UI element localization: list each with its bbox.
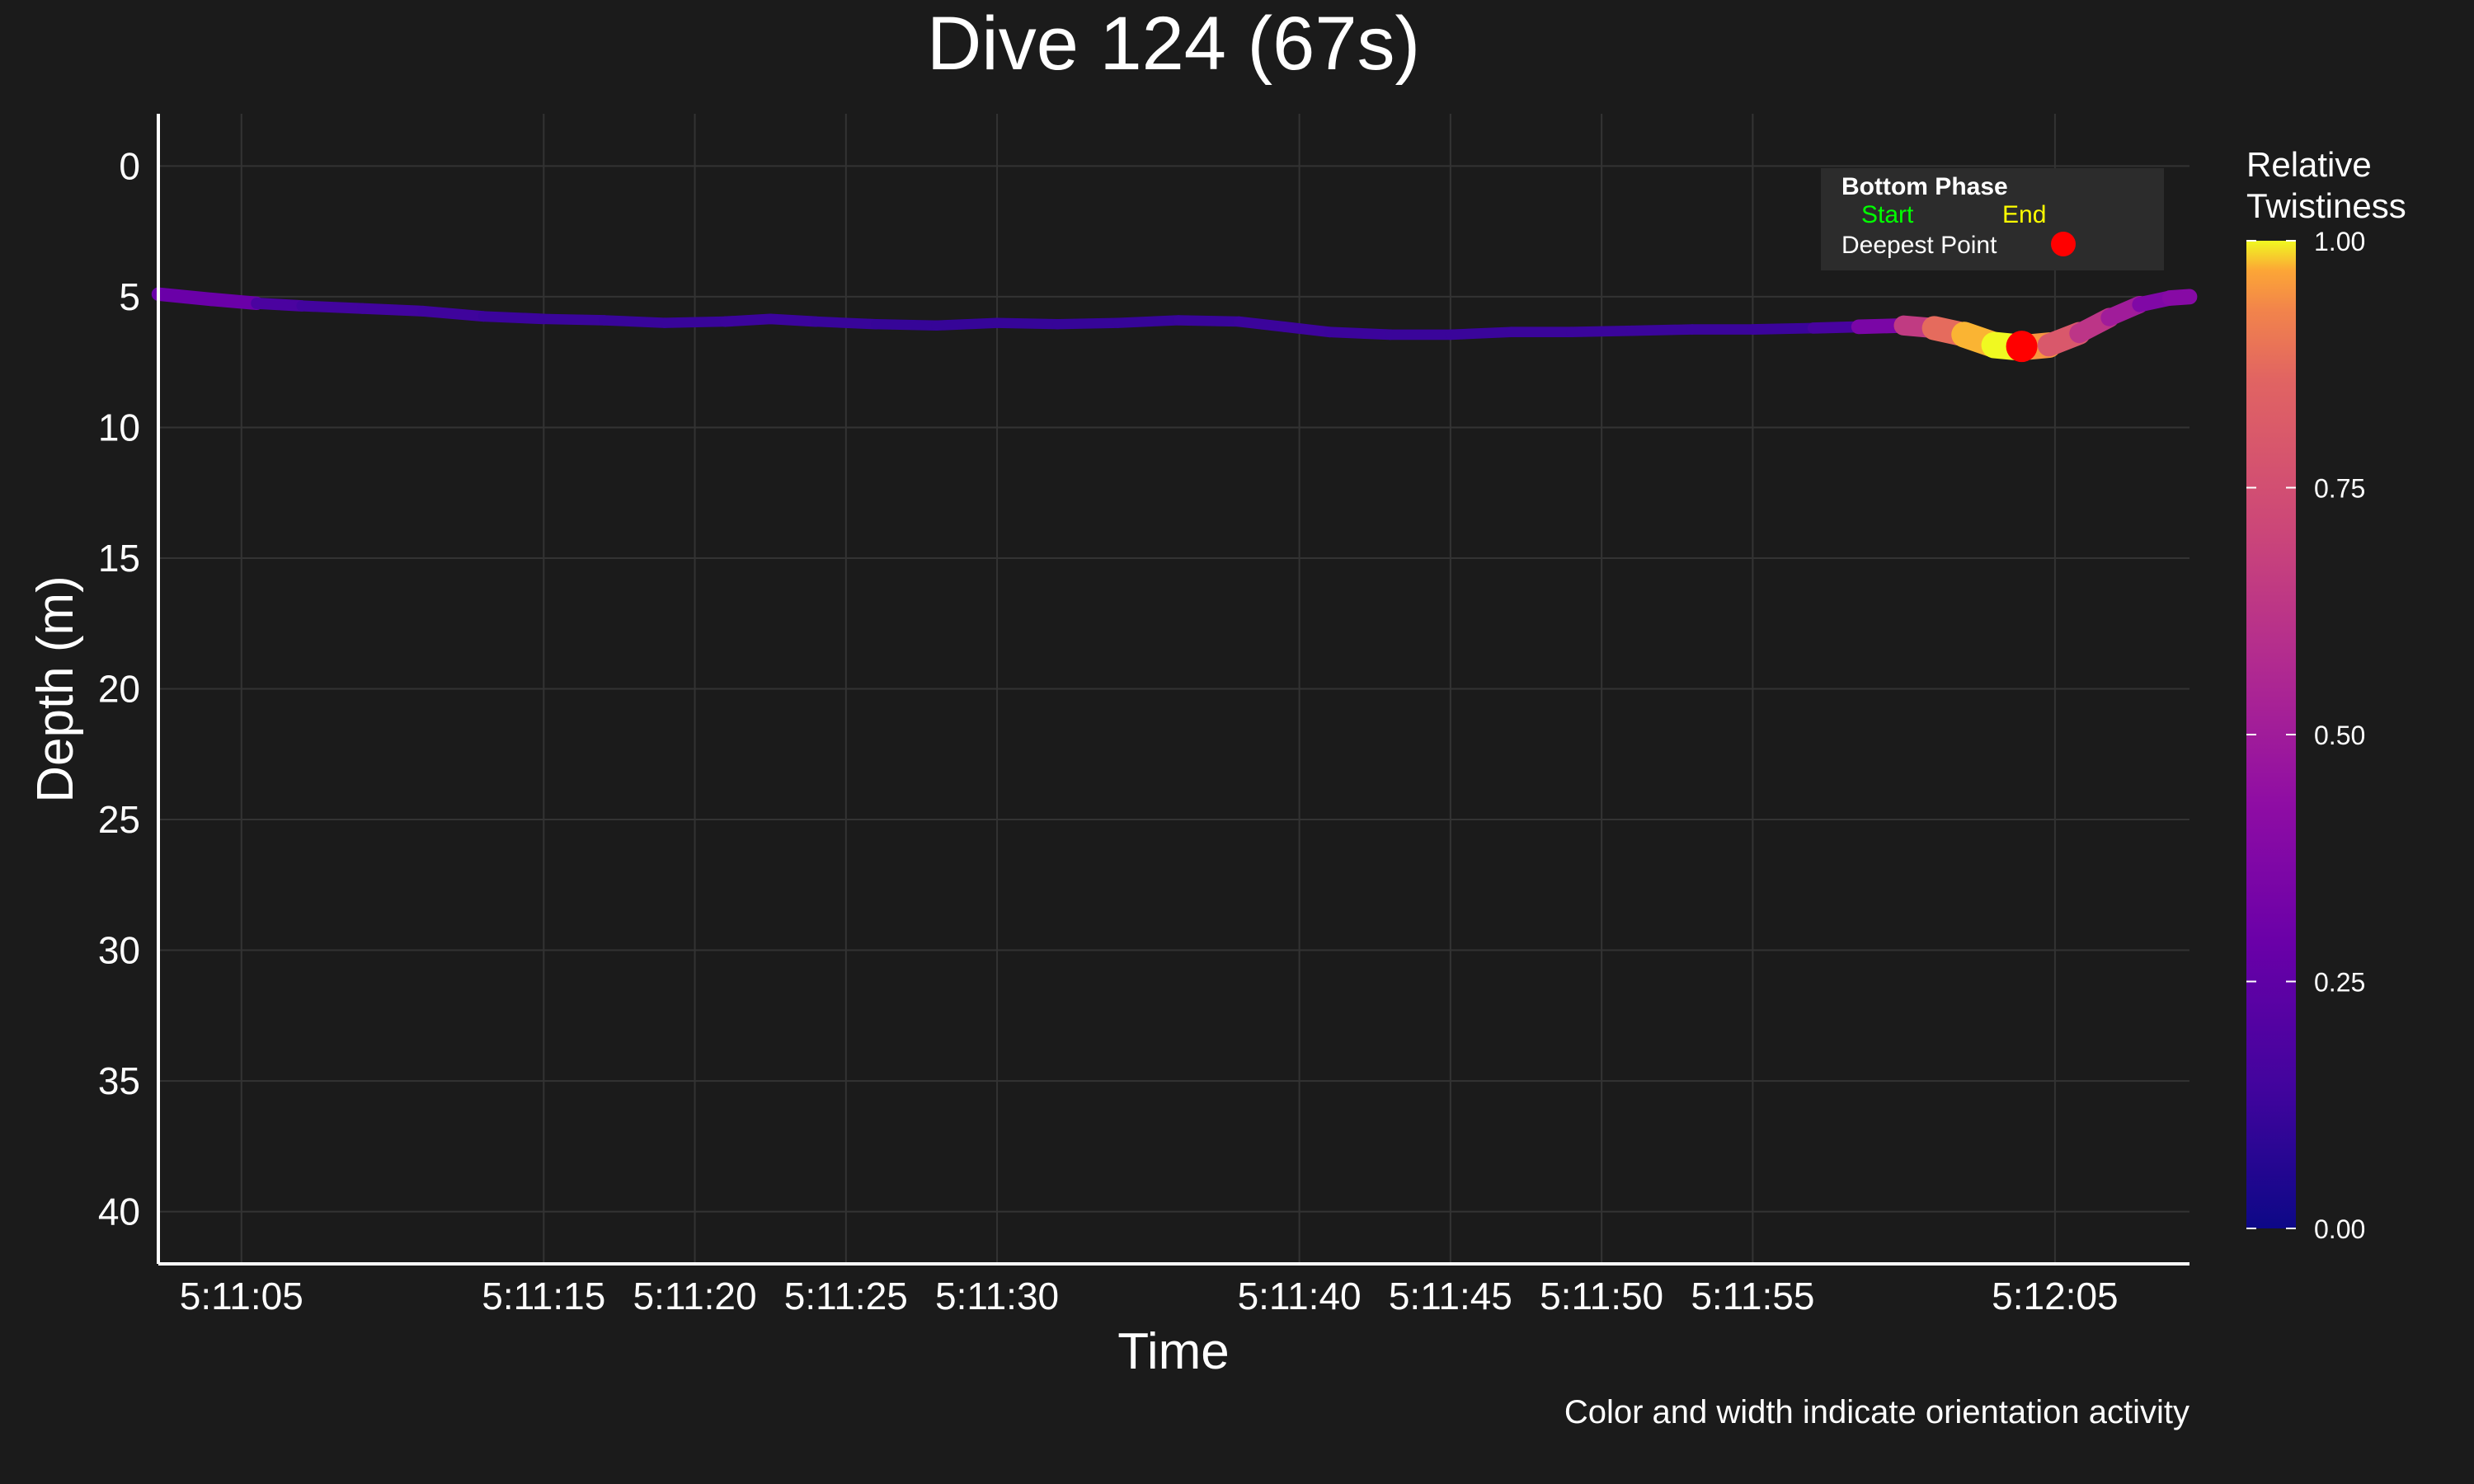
legend-start-label: Start [1861,201,1914,228]
colorbar-tick-label: 0.50 [2314,721,2365,750]
colorbar-tick-label: 0.00 [2314,1214,2365,1244]
series-segment [1278,321,1335,338]
x-tick-label: 5:12:05 [1992,1275,2118,1317]
series-segment [599,315,670,328]
x-tick-label: 5:11:20 [633,1275,757,1317]
legend-deepest-label: Deepest Point [1841,232,1997,259]
series-segment [151,287,219,307]
colorbar-ticks: 0.00 0.25 0.50 0.75 1.00 [2246,227,2365,1244]
series-segment [931,317,1003,331]
deepest-point-marker [2006,331,2038,363]
series-segment [2161,289,2198,306]
x-tick-label: 5:11:55 [1691,1275,1814,1317]
series-segment [1566,325,1638,338]
series-segment [1173,315,1244,327]
grid-lines [158,114,2189,1264]
series-segment [417,305,489,322]
x-tick-label: 5:11:25 [784,1275,908,1317]
x-tick-label: 5:11:45 [1389,1275,1512,1317]
x-tick-label: 5:11:30 [935,1275,1059,1317]
y-tick-label: 15 [98,537,140,580]
colorbar-tick-label: 0.75 [2314,474,2365,504]
series-segment [251,297,308,312]
series-segment [871,319,942,331]
y-tick-label: 40 [98,1190,140,1233]
x-tick-label: 5:11:15 [482,1275,605,1317]
chart-title: Dive 124 (67s) [927,2,1420,86]
colorbar-title-line2: Twistiness [2246,186,2406,225]
series-segment [1626,324,1698,336]
y-tick-label: 25 [98,798,140,841]
depth-series [151,287,2198,361]
legend: Bottom Phase Start End Deepest Point [1821,168,2164,270]
series-segment [659,316,731,328]
series-segment [1052,317,1123,330]
series-segment [719,313,776,327]
series-segment [1445,326,1517,340]
series-segment [1324,326,1395,340]
y-tick-label: 35 [98,1059,140,1102]
x-tick-label: 5:11:05 [180,1275,303,1317]
legend-title: Bottom Phase [1841,173,2008,200]
y-tick-label: 30 [98,929,140,972]
series-segment [991,317,1063,330]
legend-deepest-marker [2051,232,2076,256]
series-segment [204,292,264,311]
series-segment [539,313,609,326]
series-segment [764,313,821,327]
y-tick-labels: 0 5 10 15 20 25 30 35 40 [98,144,140,1233]
series-segment [1112,315,1184,328]
y-tick-label: 5 [119,275,140,318]
series-segment [477,311,549,325]
x-tick-labels: 5:11:05 5:11:15 5:11:20 5:11:25 5:11:30 5:11:… [180,1275,2119,1317]
series-segment [1233,316,1290,332]
legend-end-label: End [2002,201,2046,228]
colorbar-tick-label: 0.25 [2314,968,2365,998]
colorbar-tick-label: 1.00 [2314,227,2365,256]
y-tick-label: 10 [98,406,140,448]
x-tick-label: 5:11:40 [1238,1275,1362,1317]
colorbar: Relative Twistiness 0.00 0.25 0.50 0.75 1.00 [2246,145,2406,1244]
x-axis-label: Time [1117,1323,1229,1380]
series-segment [1747,322,1819,335]
series-segment [1807,321,1865,334]
colorbar-title-line1: Relative [2246,145,2372,184]
legend-box [1821,168,2164,270]
y-axis-label: Depth (m) [27,575,84,803]
caption: Color and width indicate orientation act… [1564,1394,2189,1430]
series-segment [810,316,882,330]
y-tick-label: 0 [119,144,140,187]
y-tick-label: 20 [98,668,140,711]
markers [2006,331,2038,363]
x-tick-label: 5:11:50 [1540,1275,1663,1317]
series-segment [296,300,368,314]
series-segment [356,303,429,317]
